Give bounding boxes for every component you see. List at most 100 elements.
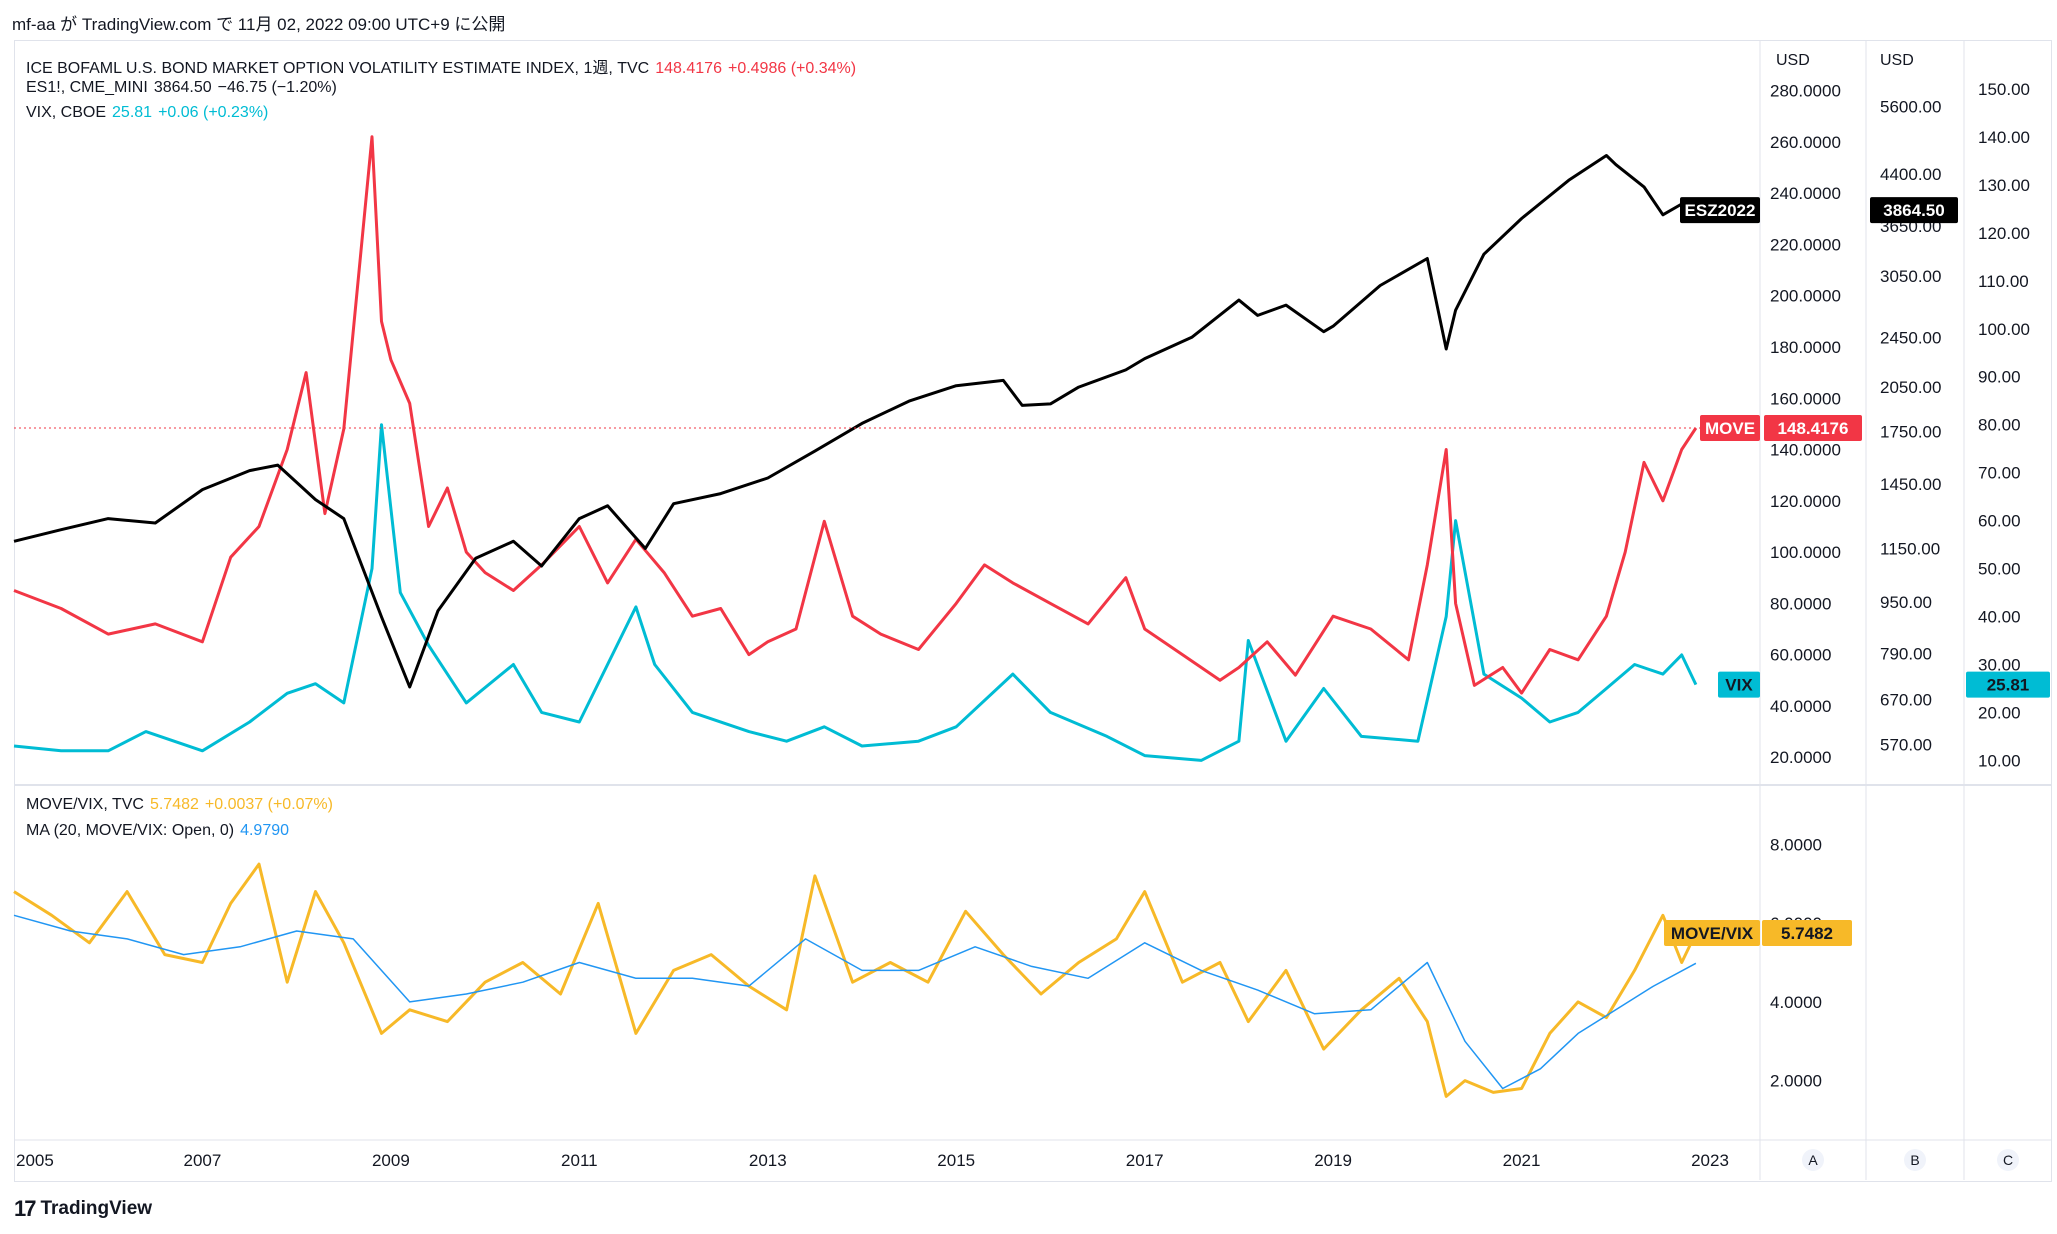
scale-button-label: A bbox=[1808, 1152, 1818, 1168]
scale-c-tick-label: 90.00 bbox=[1978, 368, 2021, 387]
move-symbol-tag-bg bbox=[1700, 414, 1760, 441]
es-series-line[interactable] bbox=[13, 154, 1697, 689]
es-value-tag: 3864.50 bbox=[1883, 201, 1944, 220]
scale-c-tick-label: 50.00 bbox=[1978, 560, 2021, 579]
chart-frame bbox=[14, 40, 2052, 1182]
scale-b-tick-label: 1750.00 bbox=[1880, 422, 1941, 441]
scale-a-tick-label: 120.0000 bbox=[1770, 492, 1841, 511]
x-tick-label: 2019 bbox=[1314, 1151, 1352, 1170]
x-tick-label: 2011 bbox=[561, 1151, 598, 1170]
scale-button-label: B bbox=[1910, 1152, 1919, 1168]
legend-es-value: 3864.50 bbox=[153, 79, 212, 96]
scale-a-tick-label: 20.0000 bbox=[1770, 748, 1831, 767]
vix-series-line[interactable] bbox=[13, 423, 1698, 762]
legend-es-name: ES1!, CME_MINI bbox=[26, 79, 148, 96]
x-tick-label: 2017 bbox=[1126, 1151, 1164, 1170]
scale-c-tick-label: 140.00 bbox=[1978, 128, 2030, 147]
scale-b-tick-label: 1450.00 bbox=[1880, 475, 1941, 494]
ratio-value-tag-bg bbox=[1762, 920, 1852, 947]
x-tick-label: 2023 bbox=[1691, 1151, 1729, 1170]
vix-symbol-tag: VIX bbox=[1725, 676, 1753, 695]
scale-a-tick-label: 80.0000 bbox=[1770, 594, 1831, 613]
es-value-tag-bg bbox=[1870, 197, 1958, 224]
scale-b-tick-label: 2450.00 bbox=[1880, 328, 1941, 347]
scale-a-tick-label: 180.0000 bbox=[1770, 338, 1841, 357]
ma-series-line[interactable] bbox=[13, 914, 1697, 1090]
move-symbol-tag: MOVE bbox=[1705, 419, 1755, 438]
ratio-symbol-tag: MOVE/VIX bbox=[1671, 924, 1754, 943]
legend-ratio-value: 5.7482 bbox=[149, 796, 199, 813]
move-value-tag-bg bbox=[1764, 414, 1862, 441]
scale-c-tick-label: 10.00 bbox=[1978, 751, 2021, 770]
scale-b-tick-label: 4400.00 bbox=[1880, 165, 1941, 184]
scale-a-tick-label: 160.0000 bbox=[1770, 389, 1841, 408]
scale-b-tick-label: 570.00 bbox=[1880, 735, 1932, 754]
ratio-symbol-tag-bg bbox=[1664, 920, 1760, 947]
scale-c-tick-label: 120.00 bbox=[1978, 224, 2030, 243]
scale-button-b[interactable] bbox=[1904, 1149, 1926, 1171]
scale-c-tick-label: 70.00 bbox=[1978, 464, 2021, 483]
ratio-tick-label: 4.0000 bbox=[1770, 993, 1822, 1012]
x-tick-label: 2009 bbox=[372, 1151, 410, 1170]
ratio-tick-label: 2.0000 bbox=[1770, 1072, 1822, 1091]
tradingview-logo[interactable]: 17 TradingView bbox=[14, 1196, 152, 1222]
vix-symbol-tag-bg bbox=[1718, 671, 1760, 698]
legend-es[interactable]: ES1!, CME_MINI 3864.50 −46.75 (−1.20%) bbox=[26, 79, 343, 97]
legend-move-change: +0.4986 (+0.34%) bbox=[727, 60, 857, 77]
legend-move[interactable]: ICE BOFAML U.S. BOND MARKET OPTION VOLAT… bbox=[26, 54, 862, 78]
ratio-tick-label: 8.0000 bbox=[1770, 835, 1822, 854]
x-tick-label: 2005 bbox=[16, 1151, 54, 1170]
legend-ratio-name: MOVE/VIX, TVC bbox=[26, 796, 144, 813]
scale-button-label: C bbox=[2003, 1152, 2013, 1168]
scale-a-tick-label: 220.0000 bbox=[1770, 235, 1841, 254]
vix-value-tag: 25.81 bbox=[1987, 676, 2030, 695]
scale-b-tick-label: 670.00 bbox=[1880, 690, 1932, 709]
legend-vix-change: +0.06 (+0.23%) bbox=[158, 104, 269, 121]
scale-button-c[interactable] bbox=[1997, 1149, 2019, 1171]
scale-c-tick-label: 40.00 bbox=[1978, 608, 2021, 627]
ratio-value-tag: 5.7482 bbox=[1781, 924, 1833, 943]
scale-b-tick-label: 790.00 bbox=[1880, 644, 1932, 663]
publish-info: mf-aa が TradingView.com で 11月 02, 2022 0… bbox=[12, 15, 506, 34]
legend-ma-value: 4.9790 bbox=[240, 822, 290, 839]
ratio-series-line[interactable] bbox=[13, 862, 1698, 1098]
x-tick-label: 2015 bbox=[937, 1151, 975, 1170]
scale-c-tick-label: 60.00 bbox=[1978, 512, 2021, 531]
legend-ma-name: MA (20, MOVE/VIX: Open, 0) bbox=[26, 822, 235, 839]
scale-c-tick-label: 30.00 bbox=[1978, 655, 2021, 674]
legend-es-change: −46.75 (−1.20%) bbox=[217, 79, 337, 96]
legend-vix[interactable]: VIX, CBOE 25.81 +0.06 (+0.23%) bbox=[26, 104, 274, 122]
scale-b-tick-label: 1150.00 bbox=[1880, 539, 1940, 558]
move-series-line[interactable] bbox=[13, 135, 1698, 695]
scale-c-tick-label: 80.00 bbox=[1978, 416, 2021, 435]
vix-value-tag-bg bbox=[1966, 671, 2050, 698]
scale-c-tick-label: 150.00 bbox=[1978, 80, 2030, 99]
tradingview-brand-text: TradingView bbox=[40, 1198, 153, 1219]
x-tick-label: 2007 bbox=[184, 1151, 222, 1170]
scale-button-a[interactable] bbox=[1802, 1149, 1824, 1171]
legend-move-name: ICE BOFAML U.S. BOND MARKET OPTION VOLAT… bbox=[26, 60, 650, 77]
scale-b-tick-label: 5600.00 bbox=[1880, 98, 1941, 117]
scale-a-tick-label: 40.0000 bbox=[1770, 697, 1831, 716]
legend-ratio-change: +0.0037 (+0.07%) bbox=[204, 796, 333, 813]
scale-a-tick-label: 140.0000 bbox=[1770, 441, 1841, 460]
x-tick-label: 2021 bbox=[1503, 1151, 1541, 1170]
legend-ma[interactable]: MA (20, MOVE/VIX: Open, 0) 4.9790 bbox=[26, 822, 295, 840]
scale-a-header: USD bbox=[1776, 52, 1810, 69]
legend-vix-value: 25.81 bbox=[112, 104, 153, 121]
es-symbol-tag-bg bbox=[1680, 197, 1760, 224]
move-value-tag: 148.4176 bbox=[1778, 419, 1849, 438]
es-symbol-tag: ESZ2022 bbox=[1685, 201, 1756, 220]
scale-c-tick-label: 110.00 bbox=[1978, 272, 2029, 291]
tradingview-mark-icon: 17 bbox=[14, 1196, 37, 1221]
scale-a-tick-label: 200.0000 bbox=[1770, 287, 1841, 306]
scale-c-tick-label: 100.00 bbox=[1978, 320, 2030, 339]
scale-a-tick-label: 100.0000 bbox=[1770, 543, 1841, 562]
scale-b-header: USD bbox=[1880, 52, 1914, 69]
scale-c-tick-label: 20.00 bbox=[1978, 703, 2021, 722]
legend-vix-name: VIX, CBOE bbox=[26, 104, 107, 121]
scale-c-tick-label: 130.00 bbox=[1978, 176, 2030, 195]
scale-b-tick-label: 950.00 bbox=[1880, 593, 1932, 612]
legend-ratio[interactable]: MOVE/VIX, TVC 5.7482 +0.0037 (+0.07%) bbox=[26, 796, 339, 814]
